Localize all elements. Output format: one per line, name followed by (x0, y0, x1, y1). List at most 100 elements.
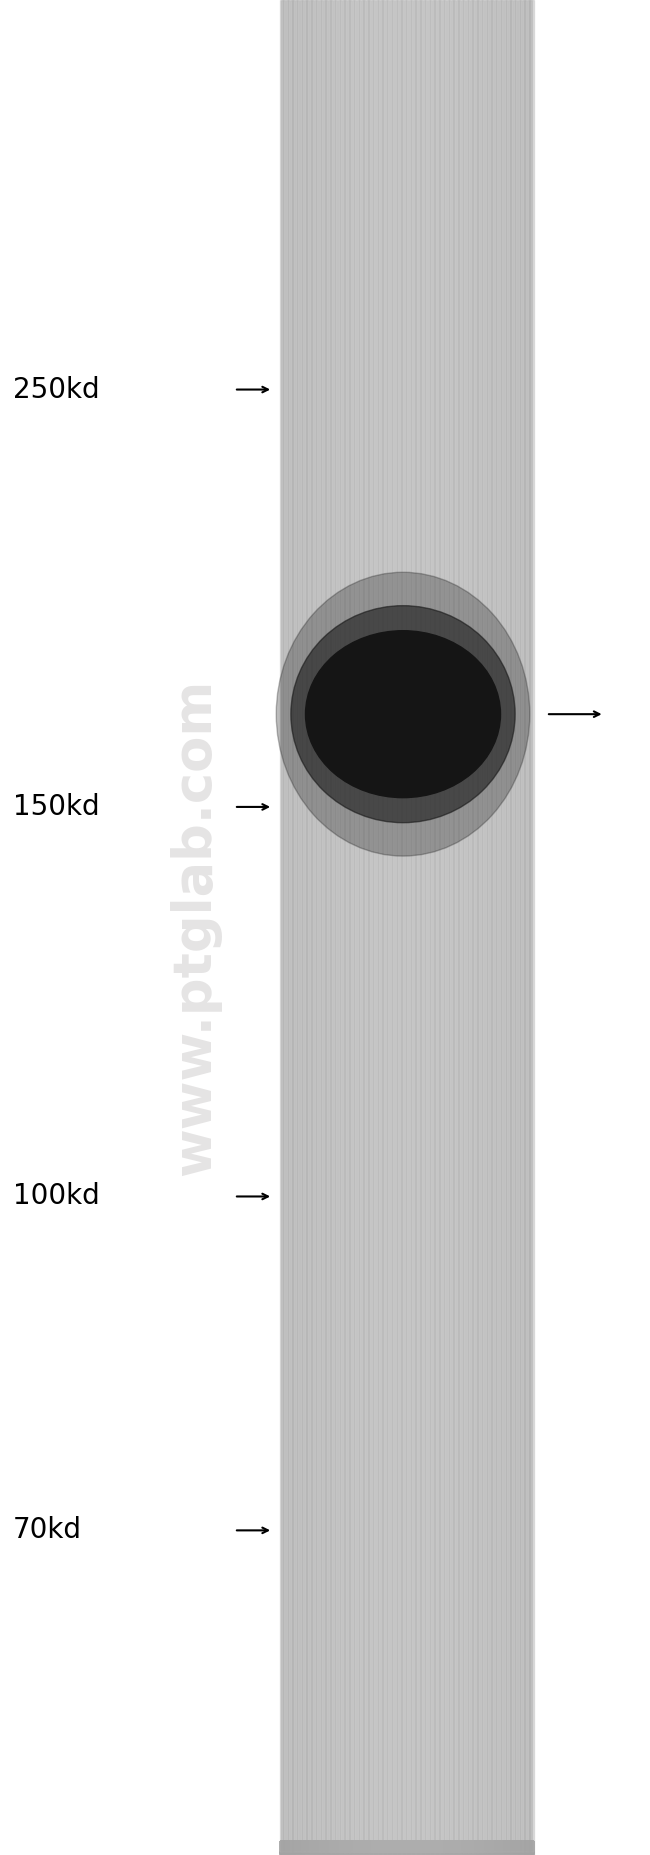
Bar (280, 1842, 533, 1849)
Bar (280, 1842, 533, 1849)
Bar (280, 1846, 533, 1855)
Bar (280, 1844, 533, 1851)
Bar (280, 0, 281, 1855)
Bar (280, 1844, 533, 1851)
Bar (280, 1842, 533, 1851)
Bar (280, 1844, 533, 1851)
Bar (306, 0, 308, 1855)
Bar (280, 1846, 533, 1853)
Bar (280, 1844, 533, 1851)
Bar (477, 0, 479, 1855)
Bar (307, 0, 309, 1855)
Bar (280, 1840, 533, 1849)
Bar (280, 1842, 533, 1851)
Bar (443, 0, 445, 1855)
Bar (280, 1842, 533, 1849)
Text: 100kd: 100kd (13, 1182, 99, 1211)
Bar (432, 0, 434, 1855)
Bar (280, 1844, 533, 1853)
Bar (419, 0, 421, 1855)
Bar (280, 1844, 533, 1853)
Bar (280, 1846, 533, 1853)
Bar (519, 0, 521, 1855)
Bar (280, 1844, 533, 1851)
Bar (280, 1840, 533, 1849)
Bar (280, 1846, 533, 1853)
Bar (280, 1840, 533, 1849)
Bar (280, 1844, 533, 1851)
Bar (280, 1846, 533, 1855)
Bar (528, 0, 530, 1855)
Bar (442, 0, 444, 1855)
Bar (280, 1842, 533, 1849)
Text: 250kd: 250kd (13, 375, 99, 404)
Bar (280, 1842, 533, 1849)
Bar (280, 1840, 533, 1849)
Bar (280, 1846, 533, 1853)
Bar (280, 1846, 533, 1853)
Bar (380, 0, 382, 1855)
Bar (280, 1846, 533, 1855)
Bar (326, 0, 328, 1855)
Bar (318, 0, 320, 1855)
Bar (358, 0, 360, 1855)
Bar (280, 1846, 533, 1853)
Bar (280, 1848, 533, 1855)
Bar (328, 0, 330, 1855)
Bar (280, 1844, 533, 1851)
Bar (338, 0, 340, 1855)
Bar (280, 1844, 533, 1851)
Bar (433, 0, 435, 1855)
Bar (280, 1842, 533, 1849)
Bar (406, 0, 408, 1855)
Bar (286, 0, 288, 1855)
Bar (280, 1846, 533, 1853)
Bar (509, 0, 511, 1855)
Bar (500, 0, 502, 1855)
Bar (280, 1848, 533, 1855)
Bar (280, 1842, 533, 1849)
Bar (280, 1844, 533, 1853)
Bar (280, 1846, 533, 1855)
Bar (280, 1844, 533, 1851)
Bar (332, 0, 333, 1855)
Bar (280, 1842, 533, 1851)
Bar (280, 1842, 533, 1849)
Bar (280, 1844, 533, 1851)
Bar (280, 1846, 533, 1853)
Bar (280, 1842, 533, 1849)
Bar (280, 1844, 533, 1851)
Bar (384, 0, 385, 1855)
Bar (280, 1842, 533, 1849)
Bar (280, 1846, 533, 1853)
Bar (280, 1842, 533, 1849)
Bar (280, 1842, 533, 1849)
Bar (280, 1842, 533, 1849)
Bar (280, 1846, 533, 1853)
Bar (280, 1842, 533, 1849)
Bar (373, 0, 375, 1855)
Bar (417, 0, 419, 1855)
Bar (280, 1844, 533, 1851)
Bar (317, 0, 318, 1855)
Bar (280, 1840, 533, 1849)
Bar (280, 1846, 533, 1855)
Bar (280, 1846, 533, 1853)
Bar (280, 1842, 533, 1851)
Bar (280, 1846, 533, 1855)
Bar (280, 1848, 533, 1855)
Bar (280, 1842, 533, 1851)
Bar (280, 1844, 533, 1853)
Bar (280, 1842, 533, 1851)
Bar (280, 1846, 533, 1855)
Bar (437, 0, 439, 1855)
Bar (386, 0, 388, 1855)
Bar (460, 0, 461, 1855)
Bar (280, 1846, 533, 1855)
Bar (280, 1846, 533, 1853)
Bar (280, 1840, 533, 1849)
Bar (469, 0, 471, 1855)
Bar (280, 1844, 533, 1851)
Bar (280, 1842, 533, 1849)
Bar (457, 0, 459, 1855)
